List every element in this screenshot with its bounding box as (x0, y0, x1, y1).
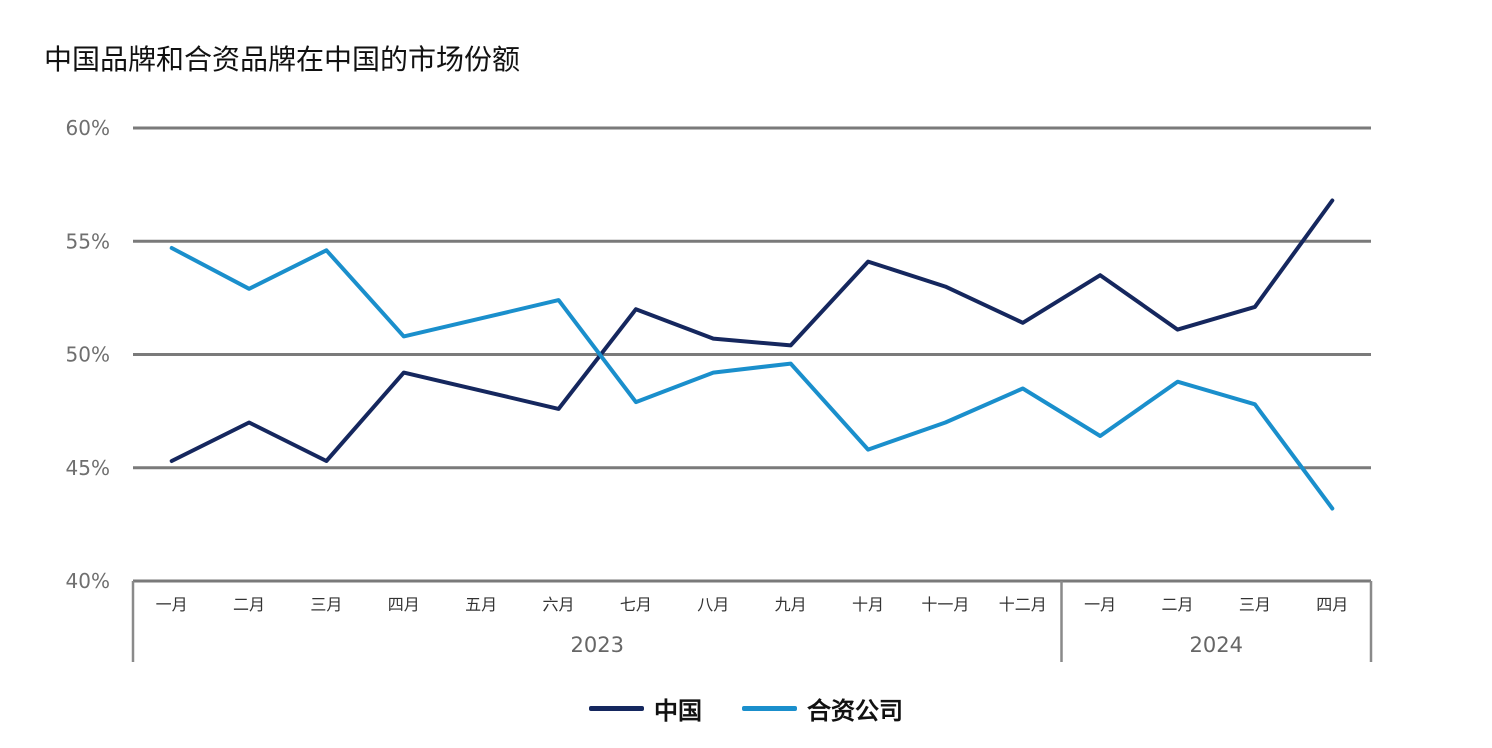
legend-swatch-jv (742, 705, 797, 711)
line-chart: 40% 45% 50% 55% 60% 2023 2024 一月 二月 三月 四月 五月 六月 七月 八月… (66, 116, 1373, 662)
series-line-china (169, 198, 1335, 463)
chart-title: 中国品牌和合资品牌在中国的市场份额 (44, 43, 521, 76)
legend: 中国 合资公司 (0, 688, 1492, 728)
x-tick-label: 十二月 (999, 595, 1047, 614)
series-lines (169, 198, 1335, 511)
legend-label-china: 中国 (654, 696, 702, 725)
x-tick-label: 三月 (1239, 595, 1271, 614)
legend-swatch-china (589, 705, 644, 711)
x-axis: 2023 2024 一月 二月 三月 四月 五月 六月 七月 八月 九月 十月 十一月 十二月 一月 二月 三月… (131, 579, 1373, 662)
series-line-jv (169, 246, 1335, 511)
x-tick-label: 六月 (543, 595, 575, 614)
x-tick-label: 十一月 (921, 595, 969, 614)
grid-lines (133, 126, 1371, 470)
x-tick-label: 十月 (852, 595, 884, 614)
x-tick-label: 四月 (388, 595, 420, 614)
x-tick-label: 九月 (775, 595, 807, 614)
x-axis-year-label: 2024 (1190, 633, 1243, 657)
x-axis-year-label: 2023 (571, 633, 624, 657)
y-tick-label: 55% (66, 229, 110, 253)
legend-item-jv: 合资公司 (742, 691, 903, 726)
x-tick-label: 三月 (310, 595, 342, 614)
x-tick-label: 八月 (697, 595, 729, 614)
y-axis-tick-labels: 40% 45% 50% 55% 60% (66, 116, 110, 593)
y-tick-label: 50% (66, 343, 110, 367)
y-tick-label: 40% (66, 569, 110, 593)
x-tick-label: 七月 (620, 595, 652, 614)
x-tick-label: 一月 (1084, 595, 1116, 614)
legend-label-jv: 合资公司 (807, 696, 903, 725)
x-tick-label: 四月 (1316, 595, 1348, 614)
x-tick-label: 五月 (465, 595, 497, 614)
x-tick-label: 一月 (156, 595, 188, 614)
y-tick-label: 60% (66, 116, 110, 140)
x-tick-label: 二月 (1162, 595, 1194, 614)
x-tick-label: 二月 (233, 595, 265, 614)
legend-item-china: 中国 (589, 691, 702, 726)
y-tick-label: 45% (66, 456, 110, 480)
